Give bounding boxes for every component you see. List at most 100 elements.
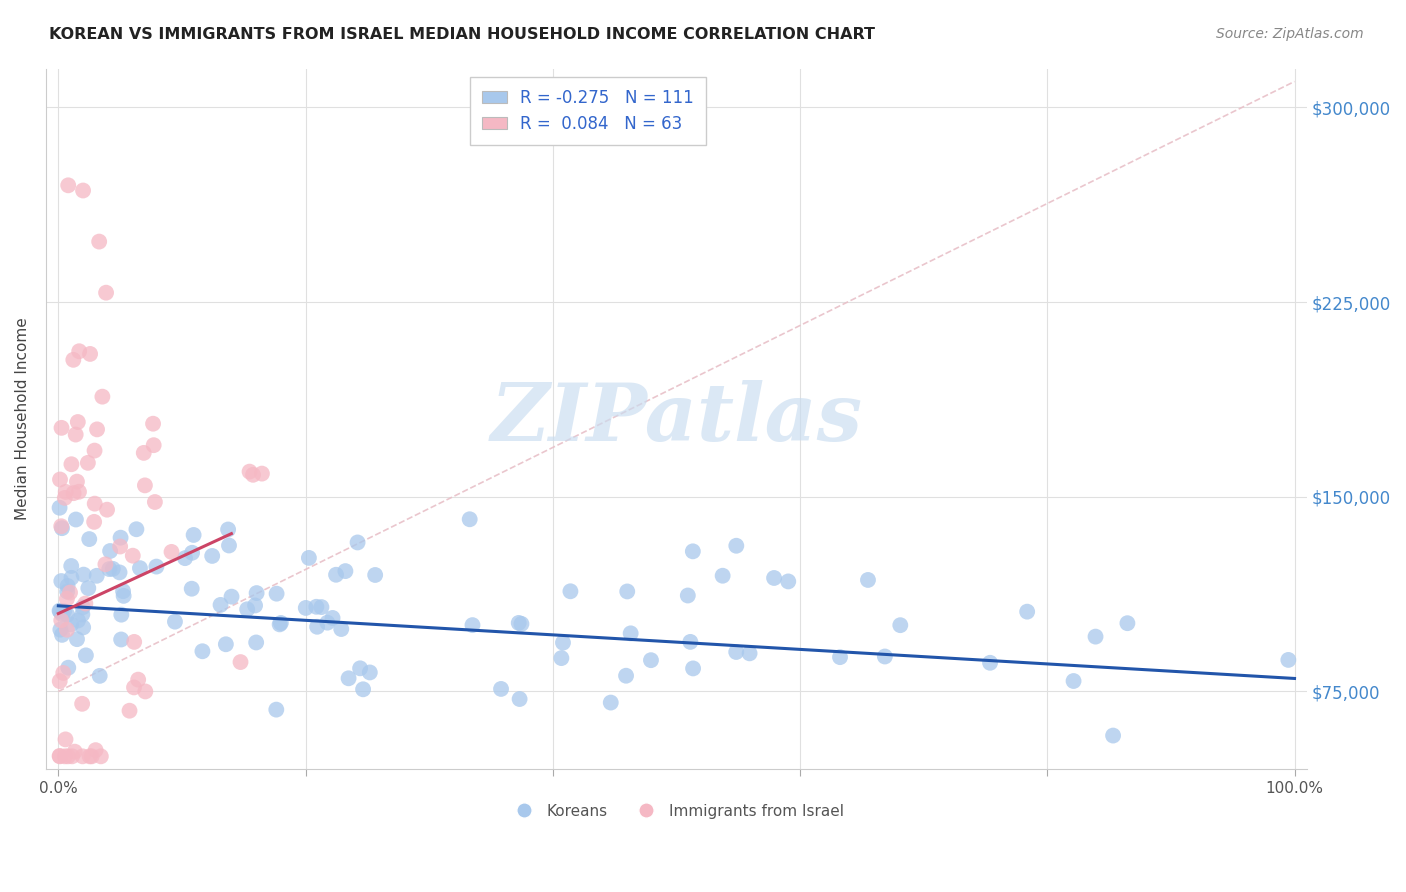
Point xyxy=(66,415,89,429)
Point xyxy=(79,347,101,361)
Point xyxy=(60,749,83,764)
Point xyxy=(305,599,328,614)
Point xyxy=(75,597,97,611)
Point xyxy=(873,649,896,664)
Point xyxy=(1116,616,1139,631)
Point xyxy=(461,618,484,632)
Point xyxy=(270,615,292,630)
Point xyxy=(77,581,100,595)
Point xyxy=(51,521,73,535)
Point xyxy=(221,590,243,604)
Point xyxy=(676,589,699,603)
Point xyxy=(352,682,374,697)
Point xyxy=(143,495,166,509)
Point xyxy=(48,748,70,763)
Point xyxy=(55,732,77,747)
Point xyxy=(48,500,70,515)
Point xyxy=(80,749,103,764)
Point xyxy=(125,522,148,536)
Point xyxy=(94,285,117,300)
Point xyxy=(122,635,145,649)
Point xyxy=(84,743,107,757)
Point xyxy=(129,561,152,575)
Point xyxy=(77,456,100,470)
Point xyxy=(311,600,333,615)
Point xyxy=(49,749,72,764)
Point xyxy=(70,697,93,711)
Point xyxy=(337,671,360,685)
Point xyxy=(122,681,145,695)
Point xyxy=(48,604,70,618)
Point xyxy=(266,703,288,717)
Point xyxy=(75,648,97,663)
Point xyxy=(243,599,266,613)
Point xyxy=(229,655,252,669)
Point xyxy=(89,669,111,683)
Point xyxy=(52,665,75,680)
Point xyxy=(215,637,238,651)
Point xyxy=(242,467,264,482)
Point xyxy=(217,523,239,537)
Y-axis label: Median Household Income: Median Household Income xyxy=(15,318,30,520)
Point xyxy=(364,568,387,582)
Point xyxy=(112,589,135,603)
Point xyxy=(335,564,357,578)
Point xyxy=(96,502,118,516)
Point xyxy=(183,528,205,542)
Point xyxy=(763,571,786,585)
Point xyxy=(725,539,748,553)
Point xyxy=(89,235,111,249)
Point xyxy=(266,587,288,601)
Point xyxy=(174,551,197,566)
Point xyxy=(72,607,94,622)
Point xyxy=(62,352,84,367)
Point xyxy=(72,620,94,634)
Point xyxy=(201,549,224,563)
Point xyxy=(67,344,90,359)
Point xyxy=(640,653,662,667)
Point xyxy=(55,484,77,499)
Point xyxy=(83,515,105,529)
Point xyxy=(346,535,368,549)
Point xyxy=(101,562,124,576)
Point xyxy=(245,635,267,649)
Point xyxy=(90,749,112,764)
Point xyxy=(49,604,72,618)
Point xyxy=(238,465,260,479)
Point xyxy=(79,749,101,764)
Point xyxy=(86,422,108,436)
Point xyxy=(60,571,83,585)
Point xyxy=(51,519,73,533)
Point xyxy=(145,559,167,574)
Point xyxy=(307,620,329,634)
Text: ZIPatlas: ZIPatlas xyxy=(491,380,862,458)
Point xyxy=(110,531,132,545)
Point xyxy=(58,661,80,675)
Point xyxy=(316,615,339,630)
Point xyxy=(94,558,117,572)
Point xyxy=(60,617,83,632)
Point xyxy=(72,184,94,198)
Point xyxy=(160,545,183,559)
Point xyxy=(236,602,259,616)
Point xyxy=(65,512,87,526)
Point xyxy=(181,546,204,560)
Point xyxy=(65,427,87,442)
Point xyxy=(66,632,89,647)
Point xyxy=(66,475,89,489)
Point xyxy=(889,618,911,632)
Point xyxy=(60,457,83,471)
Point xyxy=(614,669,637,683)
Point xyxy=(67,484,90,499)
Point xyxy=(51,613,73,627)
Point xyxy=(51,628,73,642)
Point xyxy=(856,573,879,587)
Point xyxy=(53,491,76,505)
Point xyxy=(191,644,214,658)
Point xyxy=(56,584,79,599)
Legend: Koreans, Immigrants from Israel: Koreans, Immigrants from Israel xyxy=(502,797,851,825)
Point xyxy=(1277,653,1299,667)
Point xyxy=(620,626,643,640)
Point xyxy=(72,749,94,764)
Point xyxy=(108,566,131,580)
